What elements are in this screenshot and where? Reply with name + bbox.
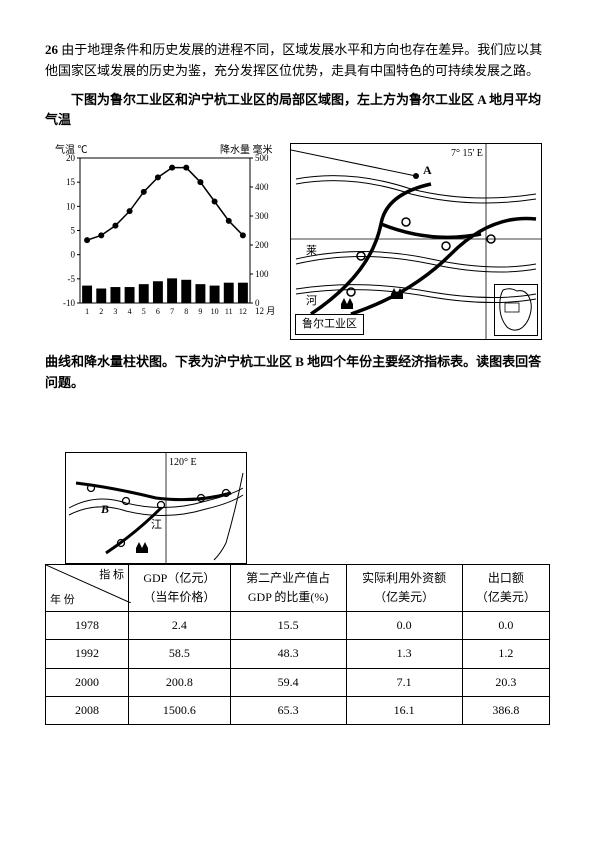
hnh-map: 120° E 江 B [65, 452, 247, 564]
diag-header: 指 标 年 份 [46, 564, 129, 611]
col-1: 第二产业产值占 GDP 的比重(%) [230, 564, 346, 611]
svg-text:1: 1 [85, 307, 89, 316]
svg-text:10: 10 [211, 307, 219, 316]
economic-table: 指 标 年 份 GDP（亿元） （当年价格） 第二产业产值占 GDP 的比重(%… [45, 564, 550, 725]
svg-text:8: 8 [184, 307, 188, 316]
svg-text:7° 15' E: 7° 15' E [451, 148, 483, 159]
svg-text:400: 400 [255, 182, 269, 192]
data-cell: 2.4 [129, 612, 231, 640]
year-cell: 1978 [46, 612, 129, 640]
svg-text:200: 200 [255, 240, 269, 250]
svg-text:5: 5 [71, 226, 76, 236]
table-row: 199258.548.31.31.2 [46, 640, 550, 668]
svg-text:7: 7 [170, 307, 174, 316]
ruhr-map: 7° 15' EA51° 30' N莱河 鲁尔工业区 [290, 143, 542, 340]
q-text1: 由于地理条件和历史发展的进程不同，区域发展水平和方向也存在差异。我们应以其他国家… [45, 42, 542, 78]
inset-map [494, 284, 538, 336]
data-cell: 58.5 [129, 640, 231, 668]
svg-text:9: 9 [198, 307, 202, 316]
data-cell: 1.2 [462, 640, 549, 668]
col-3: 出口额 （亿美元） [462, 564, 549, 611]
data-cell: 7.1 [346, 668, 462, 696]
data-cell: 65.3 [230, 696, 346, 724]
col-2: 实际利用外资额 （亿美元） [346, 564, 462, 611]
diag-top: 指 标 [99, 567, 124, 585]
svg-text:100: 100 [255, 269, 269, 279]
q-text2: 下图为鲁尔工业区和沪宁杭工业区的局部区域图，左上方为鲁尔工业区 A 地月平均气温 [45, 90, 550, 132]
svg-text:B: B [100, 502, 109, 516]
data-cell: 1500.6 [129, 696, 231, 724]
data-cell: 200.8 [129, 668, 231, 696]
svg-text:河: 河 [306, 294, 317, 307]
figure-row-top: -10-505101520010020030040050012345678910… [45, 143, 550, 340]
table-header-row: 指 标 年 份 GDP（亿元） （当年价格） 第二产业产值占 GDP 的比重(%… [46, 564, 550, 611]
svg-text:3: 3 [113, 307, 117, 316]
svg-text:12: 12 [239, 307, 247, 316]
svg-text:-5: -5 [68, 274, 76, 284]
svg-text:4: 4 [128, 307, 132, 316]
svg-text:15: 15 [66, 177, 76, 187]
svg-text:120° E: 120° E [169, 457, 197, 468]
data-cell: 48.3 [230, 640, 346, 668]
question-number: 26 [45, 42, 58, 57]
year-cell: 1992 [46, 640, 129, 668]
climate-chart: -10-505101520010020030040050012345678910… [45, 143, 275, 328]
data-cell: 1.3 [346, 640, 462, 668]
svg-text:5: 5 [142, 307, 146, 316]
svg-text:江: 江 [151, 518, 162, 531]
question-intro: 26 由于地理条件和历史发展的进程不同，区域发展水平和方向也存在差异。我们应以其… [45, 40, 550, 82]
svg-text:6: 6 [156, 307, 160, 316]
col-0: GDP（亿元） （当年价格） [129, 564, 231, 611]
diag-bottom: 年 份 [50, 592, 75, 610]
svg-text:降水量 毫米: 降水量 毫米 [220, 143, 273, 156]
svg-text:-10: -10 [63, 298, 75, 308]
year-cell: 2008 [46, 696, 129, 724]
ruhr-label: 鲁尔工业区 [295, 314, 364, 336]
table-row: 2000200.859.47.120.3 [46, 668, 550, 696]
svg-text:11: 11 [225, 307, 233, 316]
svg-text:莱: 莱 [306, 244, 317, 257]
data-cell: 59.4 [230, 668, 346, 696]
year-cell: 2000 [46, 668, 129, 696]
svg-text:2: 2 [99, 307, 103, 316]
data-cell: 16.1 [346, 696, 462, 724]
svg-text:10: 10 [66, 202, 76, 212]
table-row: 20081500.665.316.1386.8 [46, 696, 550, 724]
data-cell: 15.5 [230, 612, 346, 640]
data-cell: 20.3 [462, 668, 549, 696]
data-cell: 0.0 [462, 612, 549, 640]
svg-text:300: 300 [255, 211, 269, 221]
data-cell: 386.8 [462, 696, 549, 724]
q-text3: 曲线和降水量柱状图。下表为沪宁杭工业区 B 地四个年份主要经济指标表。读图表回答… [45, 352, 550, 394]
table-row: 19782.415.50.00.0 [46, 612, 550, 640]
svg-text:A: A [423, 163, 432, 177]
svg-text:0: 0 [71, 250, 76, 260]
data-cell: 0.0 [346, 612, 462, 640]
svg-text:12 月份: 12 月份 [255, 305, 275, 316]
svg-text:气温 ℃: 气温 ℃ [55, 143, 88, 156]
